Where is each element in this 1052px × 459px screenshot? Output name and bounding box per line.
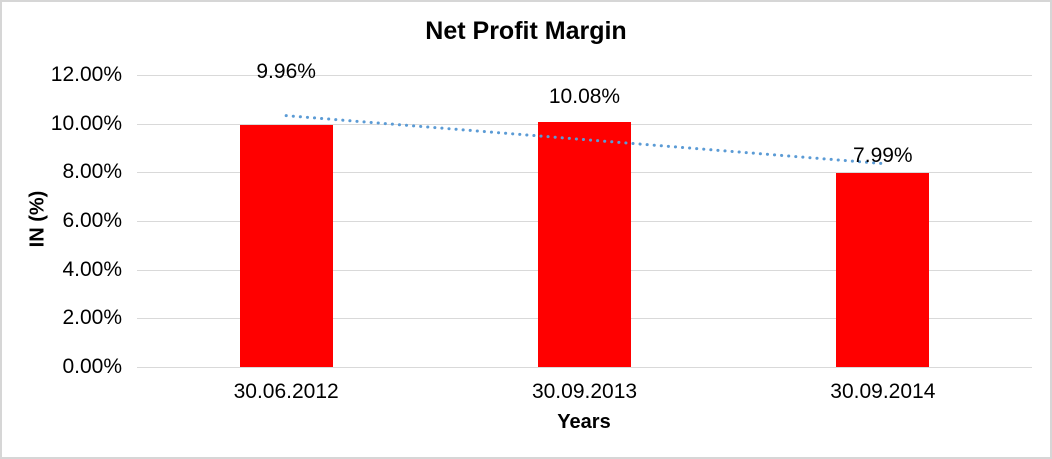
gridline [137, 75, 1032, 76]
x-axis-tick-label: 30.09.2014 [830, 380, 936, 403]
bar-30.09.2013 [538, 121, 631, 367]
bar-30.09.2014 [836, 172, 930, 367]
bar-30.06.2012 [239, 124, 333, 367]
data-label-30.09.2014: 7.99% [853, 143, 913, 167]
data-label-30.09.2013: 10.08% [548, 84, 621, 108]
plot-area: 9.96% 10.08% 7.99% [137, 60, 1032, 368]
x-axis-tick-label: 30.06.2012 [233, 380, 339, 403]
y-axis-tick-labels: 12.00% 10.00% 8.00% 6.00% 4.00% 2.00% 0.00% [2, 2, 122, 457]
trendline-line [284, 114, 885, 166]
y-axis-tick-label: 2.00% [62, 306, 122, 330]
y-axis-tick-label: 0.00% [62, 355, 122, 378]
data-label-30.06.2012: 9.96% [256, 59, 316, 83]
trendline [284, 114, 885, 166]
gridline [137, 367, 1032, 368]
y-axis-tick-label: 12.00% [50, 63, 122, 86]
y-axis-tick-label: 8.00% [62, 160, 122, 184]
y-axis-tick-label: 4.00% [62, 257, 122, 281]
y-axis-tick-label: 10.00% [50, 111, 122, 135]
y-axis-tick-label: 6.00% [62, 209, 122, 232]
x-axis-tick-label: 30.09.2013 [531, 380, 638, 403]
x-axis-title: Years [557, 411, 611, 433]
chart-title: Net Profit Margin [425, 17, 627, 45]
